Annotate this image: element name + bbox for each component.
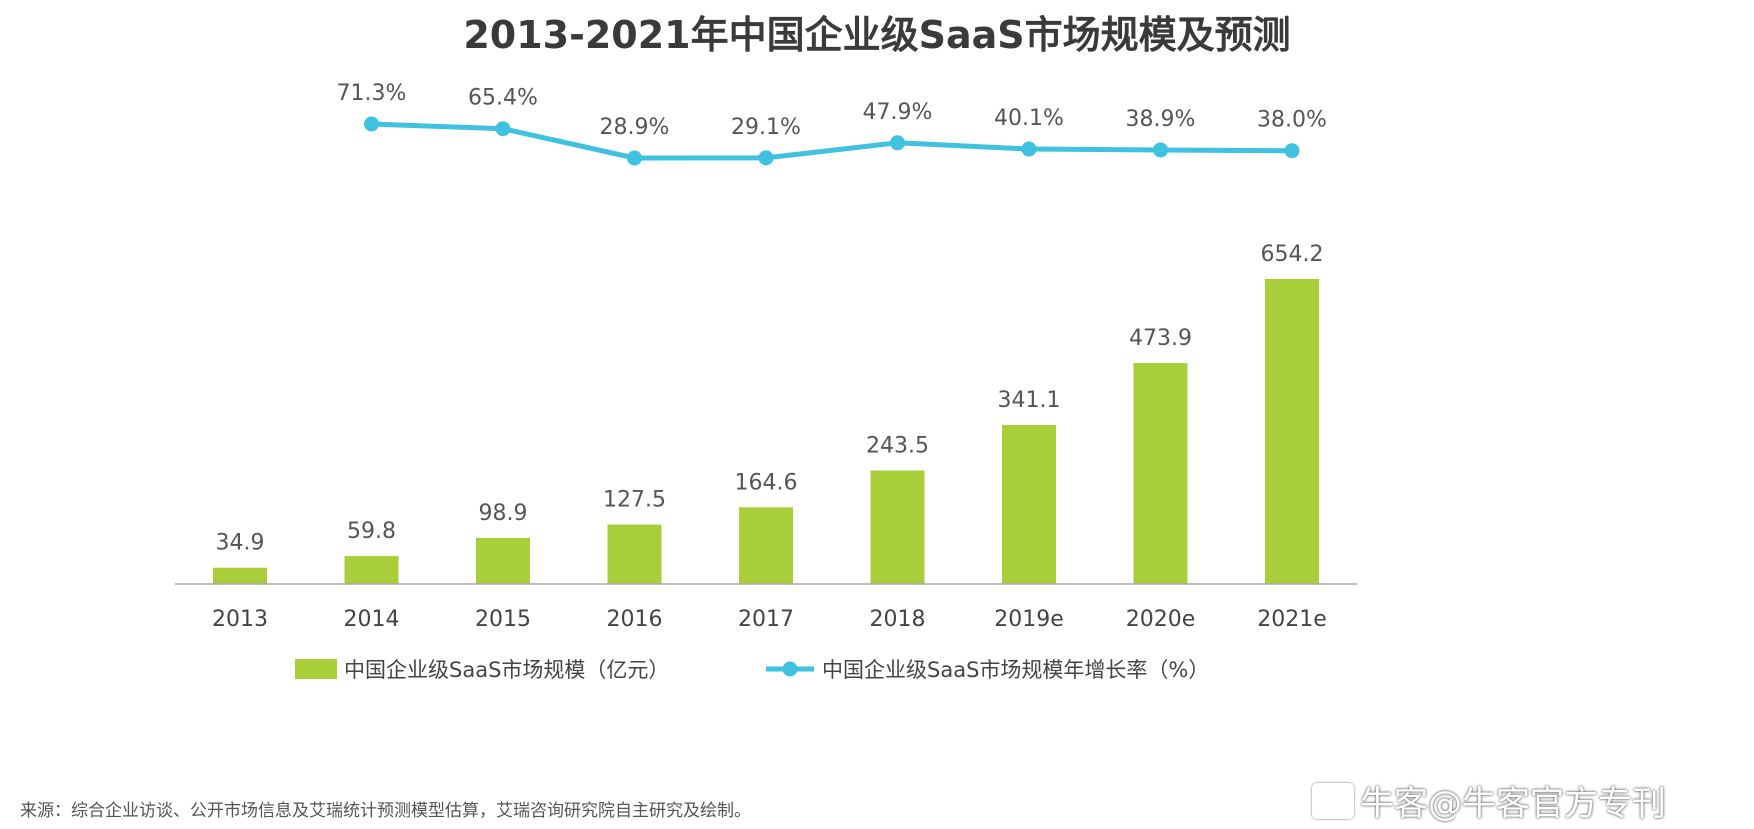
growth-rate-label: 38.0%: [1257, 108, 1327, 133]
legend-layer: 中国企业级SaaS市场规模（亿元） 中国企业级SaaS市场规模年增长率（%）: [295, 658, 1209, 682]
growth-rate-point: [758, 150, 774, 166]
x-tick-label: 2013: [212, 607, 268, 632]
bar-2016: [607, 524, 662, 584]
growth-rate-point: [627, 150, 642, 166]
source-note: 来源：综合企业访谈、公开市场信息及艾瑞统计预测模型估算，艾瑞咨询研究院自主研究及…: [20, 801, 751, 821]
x-tick-label: 2019e: [994, 607, 1064, 632]
bar-2017: [739, 507, 793, 584]
bar-2021e: [1265, 279, 1319, 584]
x-tick-label: 2021e: [1257, 607, 1327, 632]
watermark-logo-icon: [1312, 783, 1354, 819]
growth-rate-point: [1284, 143, 1300, 159]
growth-rate-label: 71.3%: [337, 81, 407, 106]
bar-value-label: 164.6: [735, 470, 798, 495]
x-tick-label: 2018: [870, 607, 926, 632]
growth-rate-point: [1153, 142, 1168, 158]
bar-value-label: 59.8: [347, 519, 396, 544]
bar-2013: [213, 567, 267, 584]
legend-line-label: 中国企业级SaaS市场规模年增长率（%）: [822, 658, 1209, 682]
bar-value-label: 127.5: [603, 488, 666, 513]
x-tick-label: 2015: [475, 607, 531, 632]
bars-layer: 34.9 59.8 98.9 127.5 164.6 243.5 341.1 473.9 654…: [213, 242, 1323, 584]
bar-value-label: 654.2: [1261, 242, 1324, 267]
bar-value-label: 341.1: [998, 388, 1061, 413]
growth-rate-line: [371, 121, 1293, 161]
x-tick-label: 2014: [344, 607, 400, 632]
bar-2014: [344, 556, 399, 584]
growth-rate-label: 38.9%: [1126, 107, 1196, 132]
growth-rate-label: 28.9%: [600, 115, 670, 140]
legend-line-marker: [782, 661, 798, 677]
growth-rate-label: 40.1%: [994, 106, 1064, 131]
x-tick-label: 2016: [607, 607, 663, 632]
growth-rate-point: [364, 116, 379, 132]
growth-rate-point: [495, 121, 511, 137]
bar-value-label: 34.9: [216, 531, 265, 556]
growth-rate-label: 65.4%: [468, 86, 538, 111]
watermark-text: 牛客@牛客官方专刊: [1360, 784, 1666, 824]
legend-bar-label: 中国企业级SaaS市场规模（亿元）: [344, 658, 669, 682]
bar-2020e: [1133, 363, 1188, 584]
bar-2019e: [1002, 424, 1056, 584]
bar-value-label: 473.9: [1129, 326, 1192, 351]
bar-value-label: 98.9: [479, 501, 528, 526]
x-tick-label: 2020e: [1126, 607, 1196, 632]
growth-rate-label: 47.9%: [863, 100, 933, 125]
growth-rate-point: [890, 135, 905, 151]
watermark: 牛客@牛客官方专刊: [1312, 776, 1666, 825]
growth-rate-label: 29.1%: [731, 115, 801, 140]
axis-layer: 2013 2014 2015 2016 2017 2018 2019e 2020e 2021e: [175, 583, 1357, 632]
line-layer: 71.3% 65.4% 28.9% 29.1% 47.9% 40.1% 38.9% 38.0%: [337, 81, 1327, 166]
bar-value-label: 243.5: [866, 433, 929, 458]
legend-bar-swatch: [295, 659, 337, 679]
x-tick-label: 2017: [738, 607, 794, 632]
bar-2015: [476, 537, 530, 584]
growth-rate-point: [1021, 141, 1037, 157]
bar-2018: [870, 470, 925, 584]
chart-title: 2013-2021年中国企业级SaaS市场规模及预测: [463, 13, 1291, 57]
